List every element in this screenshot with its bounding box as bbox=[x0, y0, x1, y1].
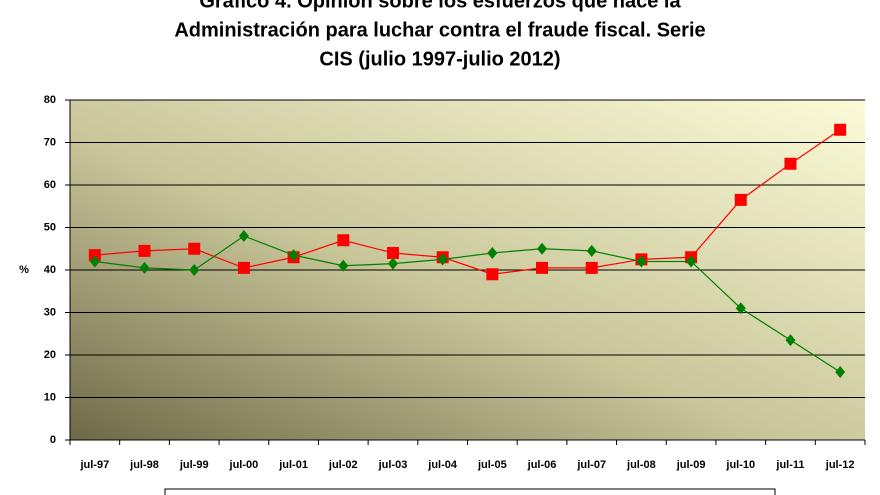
marker bbox=[784, 157, 797, 170]
marker bbox=[288, 249, 299, 262]
marker bbox=[139, 261, 150, 274]
marker bbox=[188, 242, 201, 255]
x-tick-label: jul-04 bbox=[427, 459, 458, 471]
x-tick-label: jul-05 bbox=[477, 459, 507, 471]
y-tick-label: 70 bbox=[44, 136, 56, 148]
marker bbox=[686, 255, 697, 268]
y-tick-label: 50 bbox=[44, 221, 56, 233]
marker bbox=[237, 261, 250, 274]
marker bbox=[88, 249, 101, 262]
x-tick-label: jul-98 bbox=[129, 459, 159, 471]
marker bbox=[89, 255, 100, 268]
chart-title: Gráfico 4. Opinión sobre los esfuerzos q… bbox=[199, 0, 681, 12]
marker bbox=[785, 334, 796, 347]
y-tick-label: 20 bbox=[44, 349, 56, 361]
marker bbox=[735, 302, 746, 315]
marker bbox=[337, 234, 350, 247]
marker bbox=[834, 123, 847, 136]
chart-title: Administración para luchar contra el fra… bbox=[174, 19, 705, 41]
x-tick-label: jul-11 bbox=[775, 459, 804, 471]
marker bbox=[636, 255, 647, 268]
x-tick-label: jul-08 bbox=[626, 459, 656, 471]
marker bbox=[586, 244, 597, 257]
marker bbox=[835, 366, 846, 378]
y-tick-label: 30 bbox=[44, 306, 56, 318]
marker bbox=[437, 253, 448, 266]
chart-title: CIS (julio 1997-julio 2012) bbox=[319, 48, 560, 70]
x-tick-label: jul-07 bbox=[576, 459, 606, 471]
marker bbox=[487, 247, 498, 259]
marker bbox=[338, 259, 349, 272]
x-tick-label: jul-10 bbox=[725, 459, 755, 471]
marker bbox=[387, 257, 398, 270]
x-tick-label: jul-12 bbox=[825, 459, 855, 471]
marker bbox=[585, 261, 598, 274]
marker bbox=[537, 242, 548, 255]
x-tick-label: jul-02 bbox=[328, 459, 358, 471]
marker bbox=[238, 230, 249, 242]
marker bbox=[486, 268, 499, 281]
x-tick-label: jul-06 bbox=[527, 459, 557, 471]
x-tick-label: jul-01 bbox=[278, 459, 308, 471]
y-tick-label: 0 bbox=[50, 434, 56, 446]
y-tick-label: 10 bbox=[44, 391, 56, 403]
marker bbox=[734, 193, 747, 206]
x-tick-label: jul-09 bbox=[676, 459, 706, 471]
x-tick-label: jul-97 bbox=[79, 459, 109, 471]
y-tick-label: 60 bbox=[44, 179, 56, 191]
y-tick-label: 80 bbox=[44, 94, 56, 106]
series-line bbox=[94, 129, 841, 275]
marker bbox=[138, 244, 151, 257]
marker bbox=[386, 247, 399, 259]
marker bbox=[189, 264, 200, 276]
x-tick-label: jul-00 bbox=[229, 459, 259, 471]
y-tick-label: 40 bbox=[44, 264, 56, 276]
x-tick-label: jul-03 bbox=[378, 459, 408, 471]
marker bbox=[536, 261, 549, 274]
y-axis-label: % bbox=[19, 264, 29, 276]
legend-box bbox=[164, 488, 776, 495]
series-line bbox=[94, 235, 841, 373]
x-tick-label: jul-99 bbox=[179, 459, 209, 471]
